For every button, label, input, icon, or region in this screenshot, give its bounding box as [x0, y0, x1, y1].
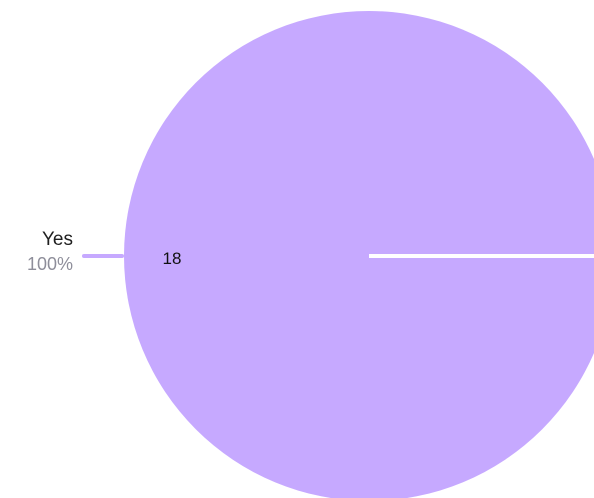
slice-percent-yes: 100%	[27, 254, 73, 274]
pie-slices	[124, 11, 594, 498]
slice-label-yes: Yes	[42, 229, 73, 250]
pie-slice-yes	[124, 11, 594, 498]
slice-value-yes: 18	[163, 249, 182, 268]
